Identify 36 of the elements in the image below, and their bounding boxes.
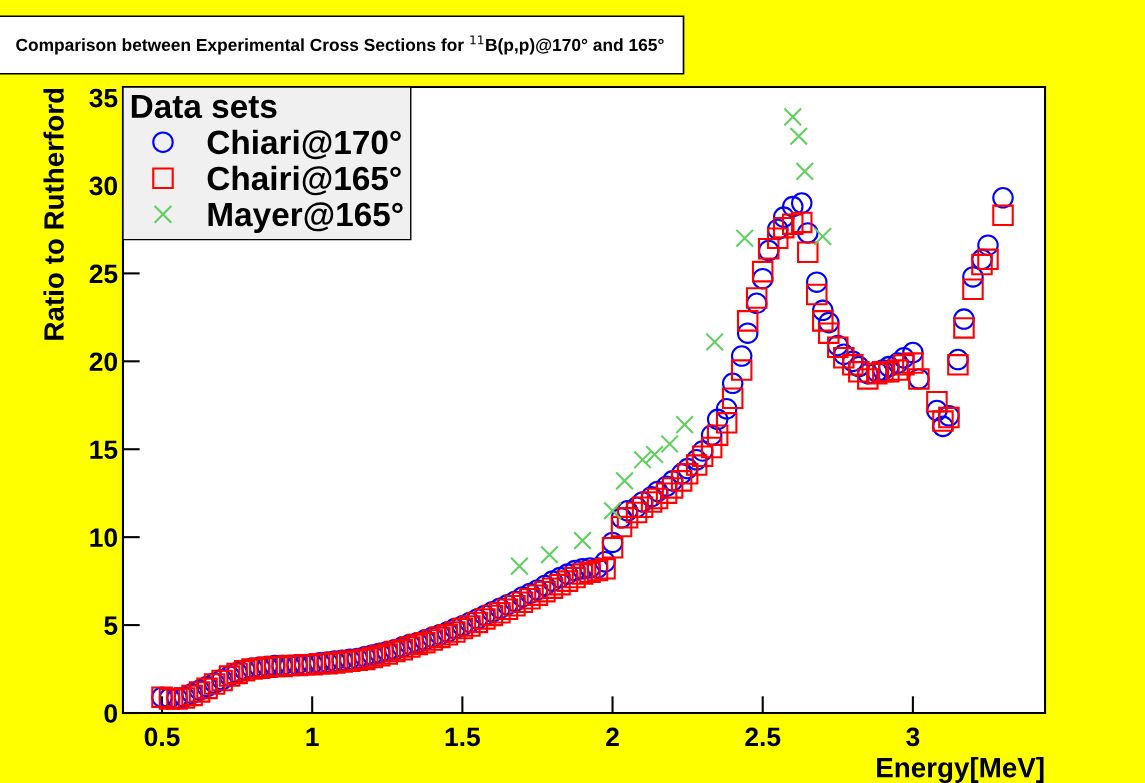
y-tick-label: 0 xyxy=(104,704,118,723)
x-tick-label: 2 xyxy=(606,727,619,747)
point xyxy=(735,228,755,248)
x-axis-title: Energy[MeV] xyxy=(877,757,1044,783)
legend-title: Data sets xyxy=(131,94,277,119)
x-tick-label: 1 xyxy=(306,727,319,747)
point xyxy=(615,471,634,491)
point xyxy=(705,332,725,352)
legend-label: Chairi@165° xyxy=(207,165,401,196)
x-tick-label: 0.5 xyxy=(144,727,180,747)
point xyxy=(540,545,559,565)
y-axis-title: Ratio to Rutherford xyxy=(43,88,64,340)
point xyxy=(795,162,815,181)
point xyxy=(510,556,529,576)
y-tick-label: 30 xyxy=(89,176,118,196)
y-tick-label: 20 xyxy=(89,352,118,372)
chart-title: Comparison between Experimental Cross Sections for $^{11}$B(p,p)@170° and 165° xyxy=(16,35,664,55)
legend-label: Chiari@170° xyxy=(207,129,401,160)
point xyxy=(789,126,809,146)
point xyxy=(645,445,664,464)
point xyxy=(660,434,679,454)
x-tick-label: 1.5 xyxy=(445,727,480,747)
y-tick-label: 25 xyxy=(89,264,118,284)
point xyxy=(573,531,592,551)
y-tick-label: 35 xyxy=(89,88,118,108)
y-tick-label: 10 xyxy=(90,528,118,547)
x-tick-label: 2.5 xyxy=(745,727,781,747)
y-tick-label: 15 xyxy=(90,440,118,460)
point xyxy=(633,450,652,470)
y-tick-label: 5 xyxy=(104,616,118,635)
legend-label: Mayer@165° xyxy=(208,202,403,233)
point xyxy=(675,415,694,434)
x-tick-label: 3 xyxy=(906,727,920,747)
point xyxy=(783,107,803,127)
point xyxy=(813,227,833,246)
point xyxy=(603,501,622,521)
